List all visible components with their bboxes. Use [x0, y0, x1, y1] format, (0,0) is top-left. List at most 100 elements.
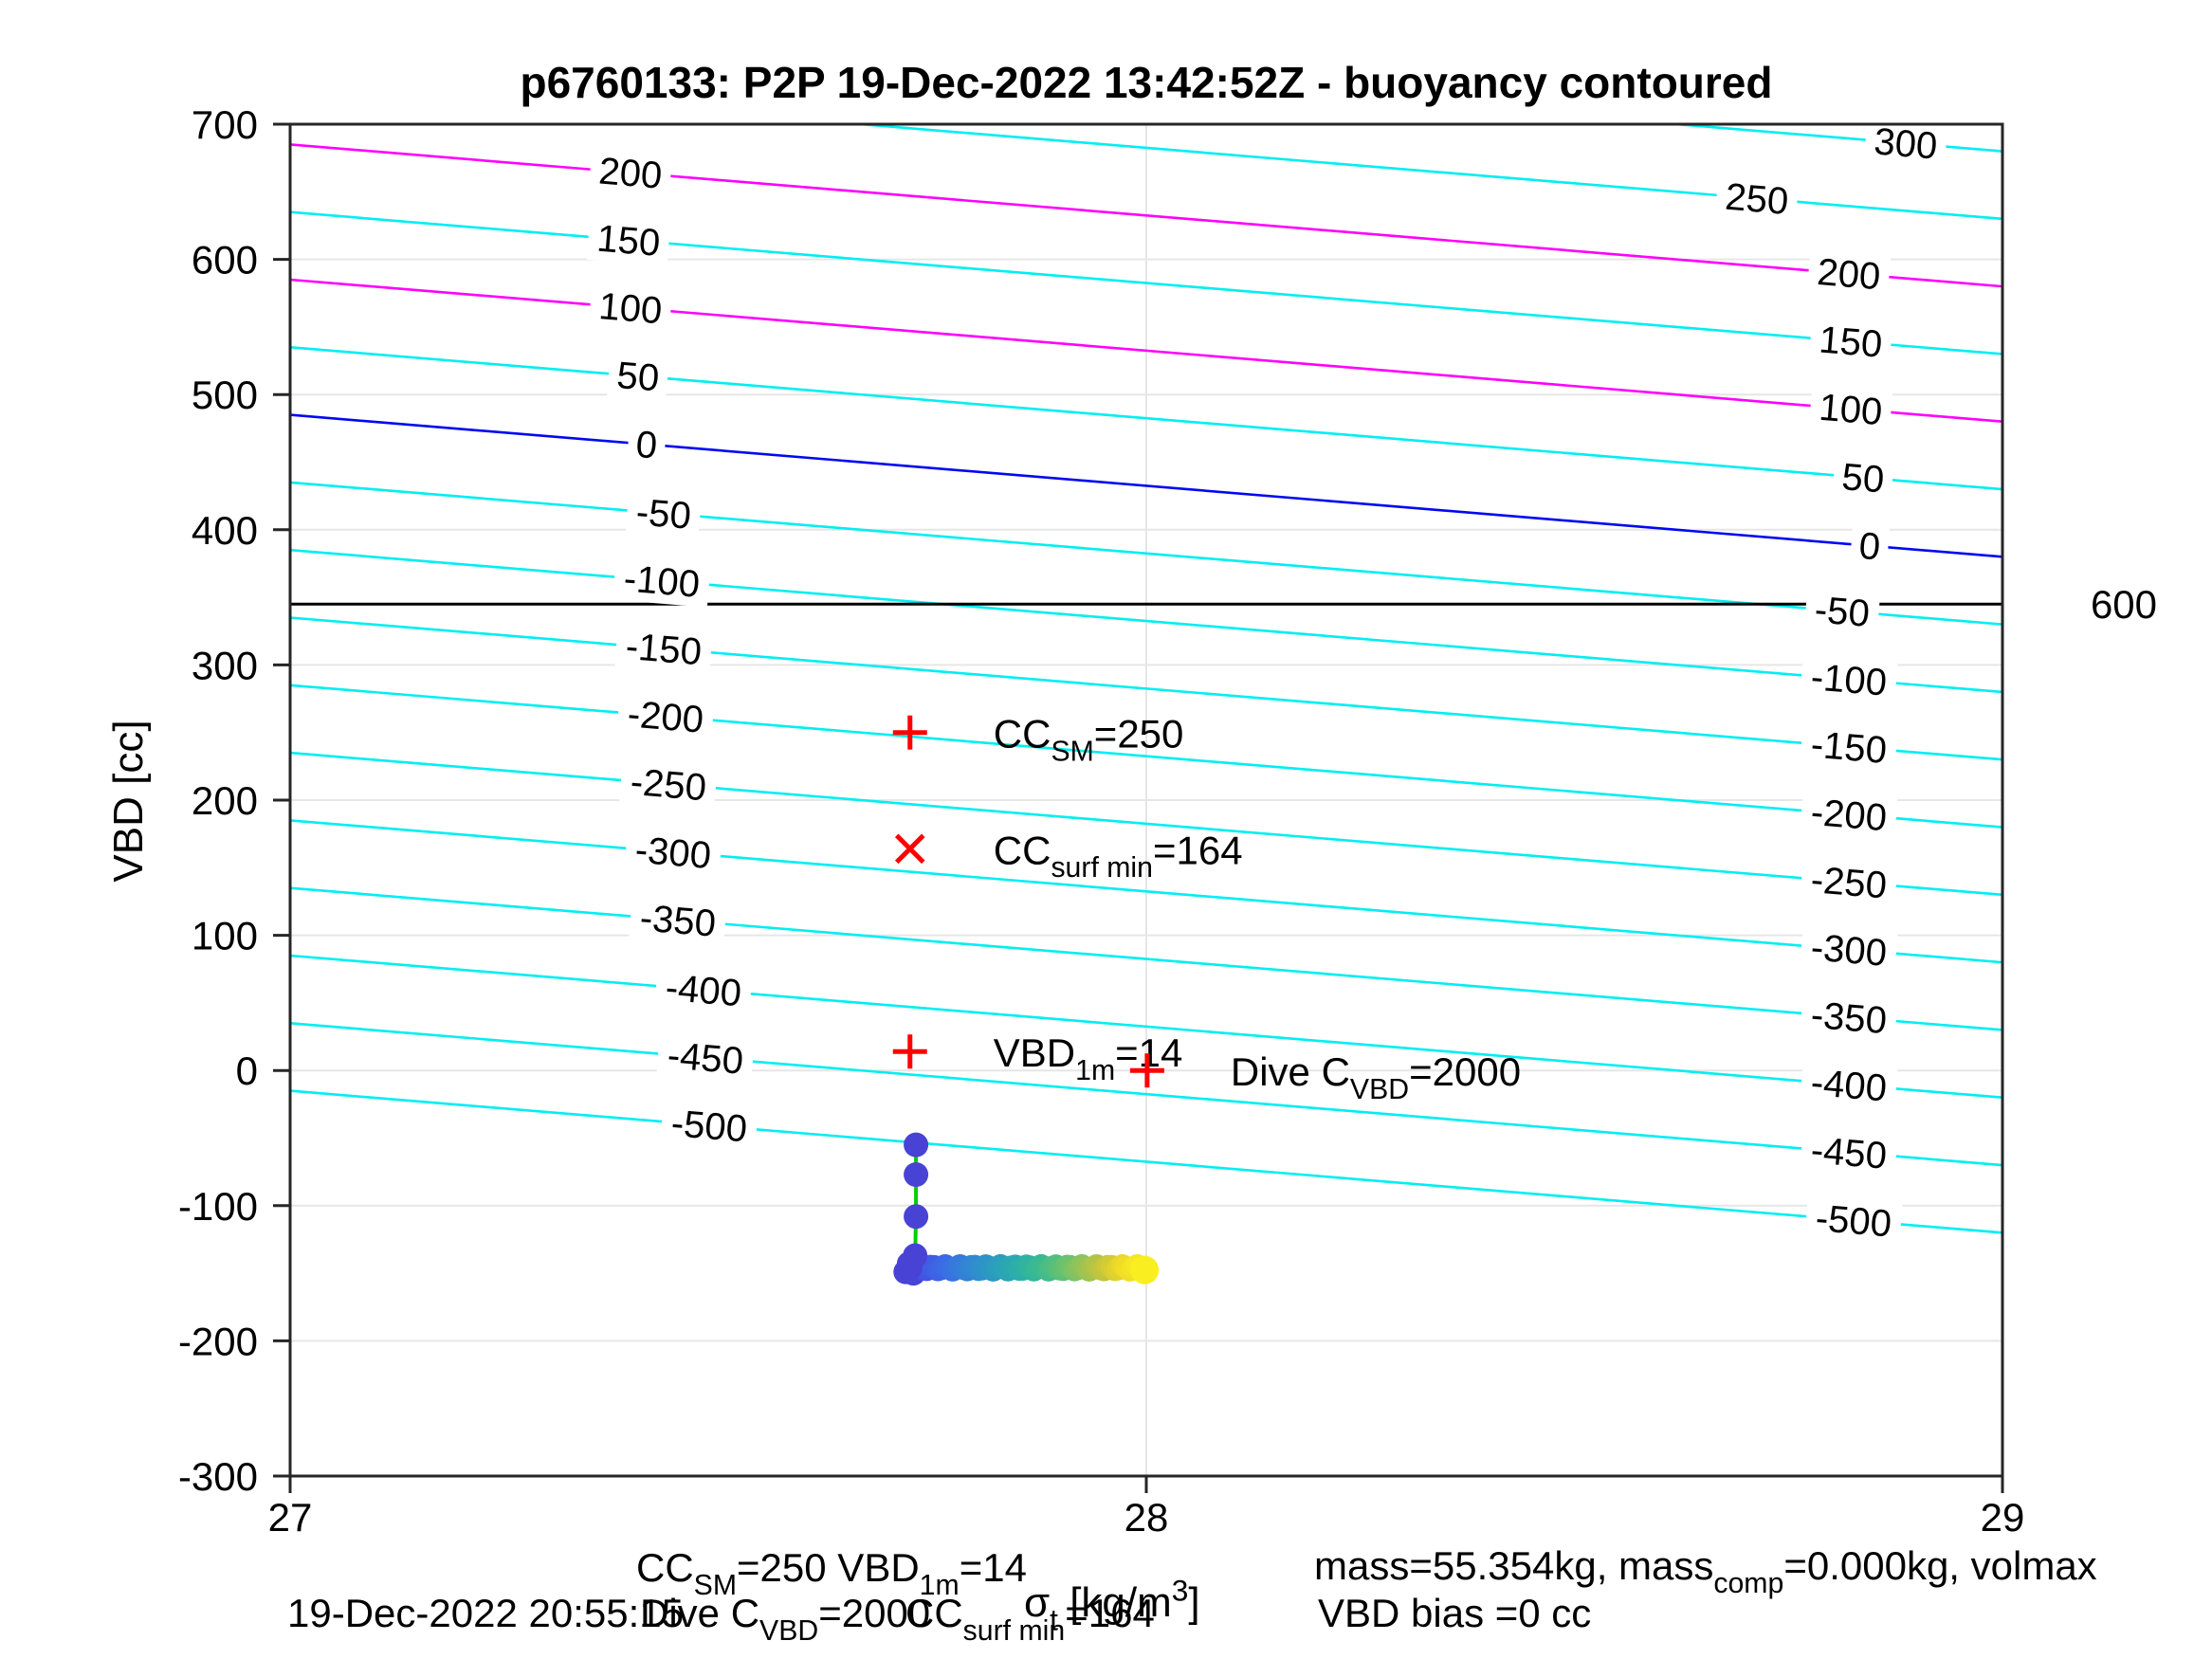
contour-label-gap--250-0 [619, 757, 718, 811]
contour-label-gap--450-0 [656, 1030, 755, 1085]
volmax-line-label: 600 [2091, 582, 2157, 627]
contour-line-50 [290, 345, 2002, 491]
contour-label-gap-200-0 [588, 146, 673, 199]
y-tick-label-0: 0 [236, 1048, 258, 1093]
x-tick-label-29: 29 [1981, 1495, 2025, 1540]
contour-label-gap--300-0 [624, 825, 722, 879]
contour-label-300-0: 300 [1873, 120, 1939, 167]
contour-line-300 [1661, 124, 2002, 153]
descent-point-2 [904, 1204, 929, 1230]
axes-box [273, 122, 2004, 1493]
contour-label-250-0: 250 [1724, 176, 1790, 223]
contour-label-150-0: 150 [595, 218, 662, 264]
contour-line--50 [290, 481, 2002, 626]
descent-point-4 [897, 1255, 923, 1281]
contour-label-gap-300-0 [1863, 117, 1948, 170]
y-tick-label-500: 500 [192, 373, 258, 417]
contour-label-100-1: 100 [1818, 387, 1884, 433]
dive-cvbd-text: Dive CVBD=2000 [640, 1591, 930, 1647]
y-tick-label--100: -100 [178, 1184, 258, 1229]
contour-label-gap--350-0 [629, 893, 727, 947]
timestamp-text: 19-Dec-2022 20:55:15 [287, 1591, 684, 1635]
contour-label-200-1: 200 [1816, 251, 1882, 298]
marker-label-0: CCSM=250 [994, 712, 1184, 768]
contour-label--350-0: -350 [638, 897, 717, 944]
bottom-annotations: 19-Dec-2022 20:55:15 VBD bias =0 cc CCSM… [287, 1543, 2097, 1647]
y-tick-label--200: -200 [178, 1319, 258, 1363]
contour-label--200-0: -200 [626, 693, 704, 740]
x-axis-label: σt [kg/m3] [1024, 1573, 1200, 1636]
contour-label--100-0: -100 [622, 557, 701, 605]
contour-label--150-0: -150 [624, 626, 703, 673]
contour-label-gap-100-1 [1808, 383, 1893, 435]
contour-label-200-0: 200 [597, 150, 664, 196]
contour-label-gap--200-0 [616, 689, 715, 743]
descent-point-0 [904, 1132, 929, 1158]
contour-label--500-1: -500 [1814, 1197, 1892, 1245]
y-tick-label-200: 200 [192, 778, 258, 823]
contour-label-gap--150-1 [1800, 720, 1898, 774]
contour-label-gap-250-0 [1714, 172, 1800, 225]
contour-label--500-0: -500 [669, 1103, 748, 1150]
contour-label-gap-0-0 [626, 420, 667, 469]
contour-line--200 [290, 684, 2002, 829]
contour-label-gap--250-1 [1800, 855, 1898, 909]
marker-cross-2-1 [894, 833, 925, 865]
contour-line-100 [290, 278, 2002, 424]
y-tick-label-600: 600 [192, 238, 258, 283]
contour-label-100-0: 100 [597, 285, 664, 332]
y-tick-label-700: 700 [192, 102, 258, 147]
contour-label-0-0: 0 [634, 424, 659, 467]
vbd-bias-text: VBD bias =0 cc [1318, 1591, 1591, 1635]
contour-line-150 [290, 210, 2002, 356]
contour-label-gap-50-0 [607, 351, 669, 402]
surface-run-point-64 [1130, 1255, 1160, 1285]
contour-label-50-1: 50 [1840, 456, 1886, 501]
contour-label-gap-0-1 [1849, 521, 1891, 571]
contour-label-gap--300-1 [1800, 922, 1898, 976]
y-tick-label-400: 400 [192, 508, 258, 553]
y-tick-label-100: 100 [192, 914, 258, 958]
x-tick-label-27: 27 [268, 1495, 313, 1540]
contour-line--250 [290, 751, 2002, 897]
contour-label--250-0: -250 [629, 761, 707, 809]
gridlines [290, 124, 2002, 1476]
contour-line--100 [290, 548, 2002, 694]
cc-surfmin-text: CCsurf min=164 [905, 1591, 1155, 1647]
contour-label--300-1: -300 [1809, 926, 1888, 974]
mass-text: mass=55.354kg, masscomp=0.000kg, volmax [1314, 1543, 2097, 1599]
contour-line--150 [290, 616, 2002, 761]
contour-line--350 [290, 886, 2002, 1031]
contour-lines [290, 124, 2002, 1234]
contour-label-gap-150-1 [1808, 315, 1893, 368]
contour-label-gap--350-1 [1800, 990, 1898, 1045]
y-tick-label--300: -300 [178, 1454, 258, 1499]
contour-label-gap-50-1 [1832, 452, 1894, 503]
contour-line-0 [290, 413, 2002, 558]
dive-track [893, 1132, 1160, 1286]
contour-line--450 [290, 1021, 2002, 1167]
reference-markers: CCSM=250 CCsurf min=164 VBD1m=14 Dive CVBD=… [892, 712, 1521, 1105]
contour-label--100-1: -100 [1809, 656, 1888, 703]
contour-label-gap--100-1 [1800, 652, 1898, 706]
contour-label-gap--50-1 [1803, 585, 1881, 637]
marker-label-1: CCsurf min=164 [994, 828, 1243, 884]
contour-label-0-1: 0 [1857, 525, 1882, 569]
contour-label--450-1: -450 [1809, 1129, 1888, 1176]
contour-label-gap--450-1 [1800, 1125, 1898, 1179]
contour-label--350-1: -350 [1809, 994, 1888, 1042]
contour-label-gap--400-1 [1800, 1058, 1898, 1112]
contour-label--50-1: -50 [1813, 589, 1871, 635]
contour-label-gap--150-0 [614, 622, 713, 676]
marker-label-2: VBD1m=14 [994, 1030, 1183, 1086]
y-tick-label-300: 300 [192, 643, 258, 687]
descent-point-1 [904, 1162, 929, 1188]
contour-label-gap--100-0 [612, 554, 711, 608]
contour-label-50-0: 50 [615, 355, 661, 400]
contour-label--450-0: -450 [666, 1034, 744, 1082]
contour-label--400-1: -400 [1809, 1062, 1888, 1109]
contour-label--150-1: -150 [1809, 724, 1888, 772]
contour-label-gap--200-1 [1800, 788, 1898, 842]
